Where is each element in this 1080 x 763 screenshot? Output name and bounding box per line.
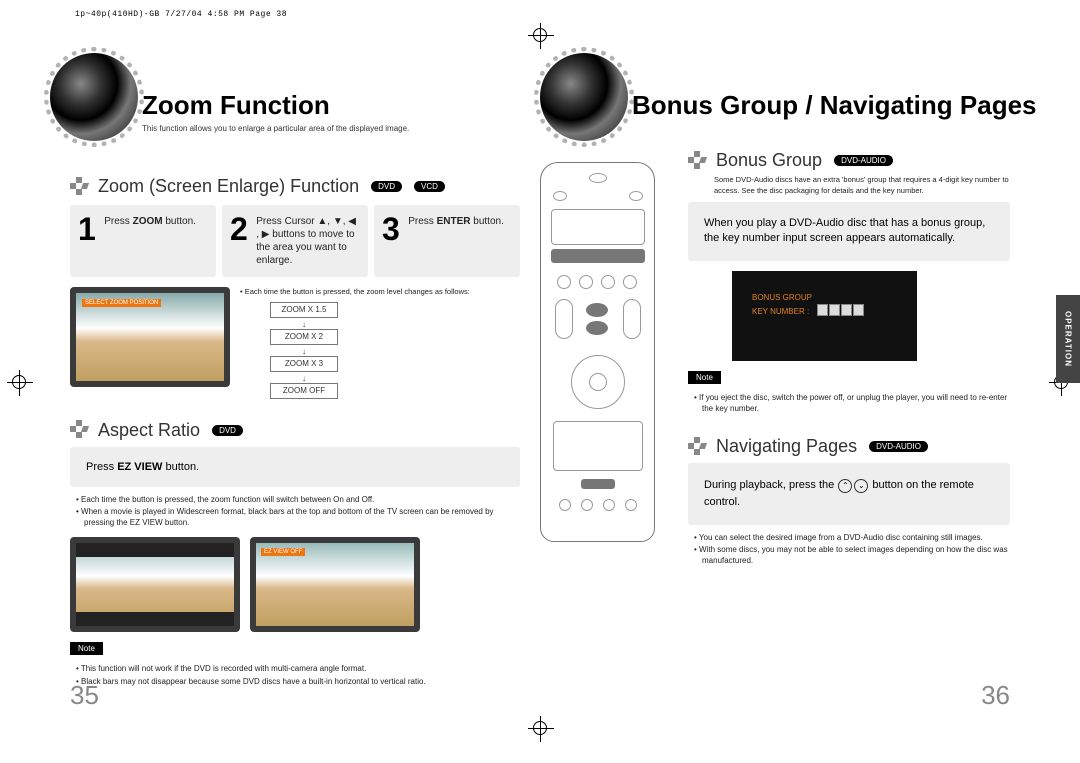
section-icon bbox=[70, 420, 90, 440]
zoom-steps: 1 Press ZOOM button. 2 Press Cursor ▲, ▼… bbox=[70, 205, 520, 277]
side-tab-operation: OPERATION bbox=[1056, 295, 1080, 383]
section-icon bbox=[70, 177, 90, 197]
note-chip: Note bbox=[688, 371, 721, 384]
section-bonus-title: Bonus Group bbox=[716, 150, 822, 171]
speaker-icon bbox=[50, 53, 138, 141]
speaker-icon bbox=[540, 53, 628, 141]
page-spread: Zoom Function This function allows you t… bbox=[0, 0, 1080, 763]
tv-ezview-off: EZ VIEW OFF bbox=[250, 537, 420, 632]
section-nav-head: Navigating Pages DVD-AUDIO bbox=[688, 436, 1010, 457]
zoom-illustration-row: SELECT ZOOM POSITION • Each time the but… bbox=[70, 287, 520, 402]
bonus-intro: Some DVD-Audio discs have an extra 'bonu… bbox=[714, 175, 1010, 196]
note-chip: Note bbox=[70, 642, 103, 655]
badge-dvdaudio: DVD-AUDIO bbox=[869, 441, 928, 452]
page-subtitle-left: This function allows you to enlarge a pa… bbox=[142, 124, 409, 133]
page-35: Zoom Function This function allows you t… bbox=[0, 0, 540, 763]
step-3: 3 Press ENTER button. bbox=[374, 205, 520, 277]
page-number-right: 36 bbox=[981, 680, 1010, 711]
tv-ezview-on: EZ VIEW bbox=[70, 537, 240, 632]
section-bonus-head: Bonus Group DVD-AUDIO bbox=[688, 150, 1010, 171]
aspect-note-bullets: This function will not work if the DVD i… bbox=[70, 664, 520, 688]
tv-zoom-illustration: SELECT ZOOM POSITION bbox=[70, 287, 230, 387]
section-aspect-title: Aspect Ratio bbox=[98, 420, 200, 441]
tuning-icon: ⌃⌄ bbox=[837, 477, 869, 494]
page-title-right: Bonus Group / Navigating Pages bbox=[632, 90, 1037, 121]
remote-illustration bbox=[540, 162, 655, 542]
page-number-left: 35 bbox=[70, 680, 99, 711]
bonus-note-bullets: If you eject the disc, switch the power … bbox=[688, 393, 1010, 415]
ezview-box: Press EZ VIEW button. bbox=[70, 447, 520, 487]
zoom-intro-text: • Each time the button is pressed, the z… bbox=[240, 287, 520, 298]
section-icon bbox=[688, 437, 708, 457]
badge-dvdaudio: DVD-AUDIO bbox=[834, 155, 893, 166]
bonus-key-screen: BONUS GROUP KEY NUMBER : bbox=[732, 271, 917, 361]
zoom-level-list: ZOOM X 1.5↓ ZOOM X 2↓ ZOOM X 3↓ ZOOM OFF bbox=[270, 302, 520, 399]
ezview-tv-pair: EZ VIEW EZ VIEW OFF bbox=[70, 537, 520, 632]
nav-box: During playback, press the ⌃⌄ button on … bbox=[688, 463, 1010, 524]
ezview-bullets: Each time the button is pressed, the zoo… bbox=[70, 495, 520, 529]
section-zoom-title: Zoom (Screen Enlarge) Function bbox=[98, 176, 359, 197]
step-2: 2 Press Cursor ▲, ▼, ◀ , ▶ buttons to mo… bbox=[222, 205, 368, 277]
badge-dvd: DVD bbox=[371, 181, 402, 192]
section-zoom-head: Zoom (Screen Enlarge) Function DVD VCD bbox=[70, 176, 520, 197]
badge-vcd: VCD bbox=[414, 181, 445, 192]
page-title-left: Zoom Function bbox=[142, 90, 330, 121]
nav-bullets: You can select the desired image from a … bbox=[688, 533, 1010, 567]
bonus-box: When you play a DVD-Audio disc that has … bbox=[688, 202, 1010, 261]
badge-dvd: DVD bbox=[212, 425, 243, 436]
page-36: Bonus Group / Navigating Pages Bonus Gro… bbox=[540, 0, 1080, 763]
section-icon bbox=[688, 151, 708, 171]
step-1: 1 Press ZOOM button. bbox=[70, 205, 216, 277]
section-aspect-head: Aspect Ratio DVD bbox=[70, 420, 520, 441]
section-nav-title: Navigating Pages bbox=[716, 436, 857, 457]
